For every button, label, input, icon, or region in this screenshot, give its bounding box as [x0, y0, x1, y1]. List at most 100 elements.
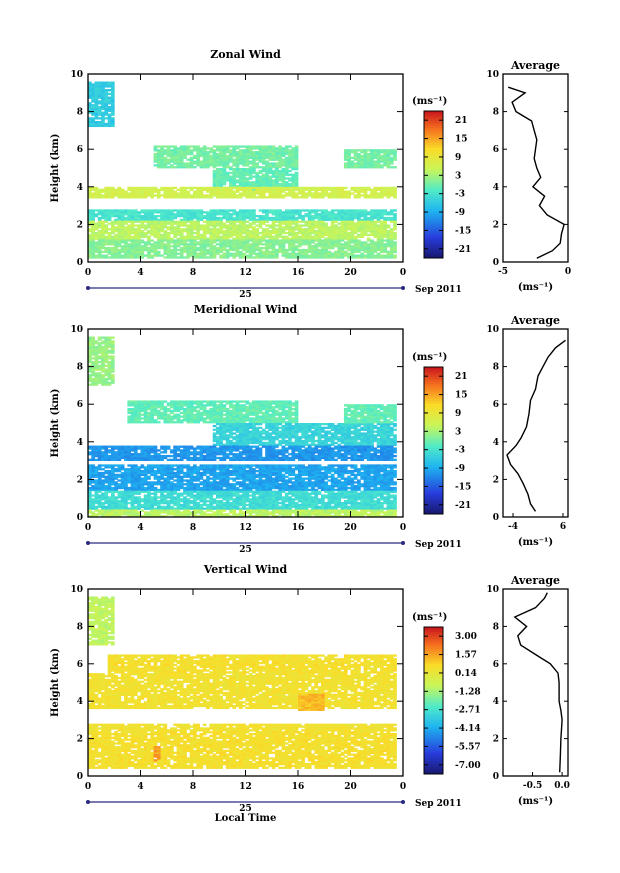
heatmap-cell	[281, 235, 286, 238]
heatmap-cell	[245, 228, 250, 231]
heatmap-cell	[252, 215, 256, 218]
heatmap-cell	[199, 215, 204, 218]
heatmap-cell	[370, 194, 374, 197]
heatmap-cell	[275, 213, 279, 216]
heatmap-cell	[170, 209, 174, 212]
heatmap-cell	[137, 230, 141, 233]
heatmap-cell	[380, 213, 384, 216]
average-title: Average	[510, 59, 560, 72]
heatmap-cell	[383, 192, 387, 195]
heatmap-cell	[120, 218, 125, 222]
heatmap-cell	[94, 104, 99, 107]
heatmap-cell	[229, 252, 233, 255]
heatmap-cell	[212, 171, 217, 175]
heatmap-cell	[163, 149, 168, 152]
heatmap-cell	[334, 424, 338, 428]
heatmap-cell	[288, 166, 292, 169]
heatmap-cell	[298, 248, 302, 252]
heatmap-cell	[166, 220, 171, 223]
heatmap-cell	[238, 168, 243, 171]
heatmap-cell	[320, 186, 325, 190]
heatmap-cell	[196, 233, 200, 237]
heatmap-cell	[91, 186, 95, 190]
heatmap-cell	[314, 243, 319, 246]
heatmap-cell	[281, 194, 286, 197]
heatmap-cell	[150, 228, 155, 231]
heatmap-cell	[327, 186, 332, 190]
heatmap-cell	[261, 228, 266, 231]
heatmap-cell	[268, 156, 273, 159]
heatmap-cell	[353, 216, 358, 220]
heatmap-cell	[91, 105, 95, 109]
heatmap-cell	[383, 194, 387, 197]
heatmap-cell	[160, 215, 164, 218]
heatmap-cell	[353, 194, 358, 197]
heatmap-cell	[347, 164, 351, 167]
heatmap-cell	[393, 254, 397, 257]
heatmap-cell	[153, 160, 158, 163]
heatmap-cell	[373, 166, 378, 169]
heatmap-cell	[366, 216, 371, 220]
heatmap-cell	[150, 216, 155, 220]
heatmap-cell	[291, 154, 296, 158]
heatmap-cell	[291, 177, 296, 180]
heatmap-cell	[242, 145, 246, 148]
colorbar-tick-label: -3	[455, 190, 465, 200]
heatmap-cell	[347, 192, 351, 195]
heatmap-cell	[252, 222, 256, 225]
heatmap-cell	[245, 196, 250, 199]
heatmap-cell	[193, 228, 197, 231]
heatmap-cell	[350, 188, 355, 191]
heatmap-cell	[186, 166, 191, 169]
heatmap-cell	[330, 213, 335, 216]
heatmap-cell	[268, 218, 273, 222]
heatmap-cell	[330, 239, 335, 242]
heatmap-cell	[219, 231, 223, 235]
heatmap-cell	[101, 115, 105, 118]
heatmap-cell	[330, 432, 335, 435]
y-axis-label: Height (km)	[50, 134, 61, 203]
heatmap-cell	[363, 216, 368, 220]
heatmap-cell	[232, 216, 237, 220]
heatmap-cell	[189, 164, 194, 167]
heatmap-cell	[183, 239, 187, 242]
heatmap-cell	[104, 254, 109, 257]
heatmap-cell	[261, 177, 266, 180]
heatmap-cell	[143, 220, 148, 223]
heatmap-cell	[130, 228, 135, 231]
heatmap-cell	[183, 400, 187, 403]
heatmap-cell	[101, 233, 105, 237]
heatmap-cell	[147, 186, 151, 190]
heatmap-cell	[271, 209, 276, 212]
heatmap-cell	[196, 218, 200, 222]
heatmap-cell	[179, 222, 184, 225]
heatmap-cell	[389, 149, 394, 152]
heatmap-cell	[370, 162, 374, 165]
heatmap-cell	[291, 407, 296, 411]
heatmap-cell	[235, 224, 240, 227]
heatmap-cell	[238, 179, 243, 182]
heatmap-cell	[212, 154, 217, 158]
heatmap-cell	[393, 209, 397, 212]
heatmap-cell	[373, 209, 378, 212]
heatmap-cell	[324, 192, 328, 195]
heatmap-cell	[170, 239, 174, 242]
heatmap-cell	[104, 90, 109, 94]
heatmap-cell	[163, 190, 168, 193]
heatmap-cell	[242, 213, 246, 216]
heatmap-cell	[238, 186, 243, 190]
heatmap-cell	[222, 154, 227, 158]
heatmap-cell	[166, 239, 171, 242]
heatmap-cell	[173, 190, 177, 193]
heatmap-cell	[104, 81, 109, 84]
heatmap-cell	[130, 222, 135, 225]
heatmap-cell	[219, 160, 223, 163]
heatmap-cell	[225, 171, 230, 175]
heatmap-cell	[137, 215, 141, 218]
heatmap-cell	[327, 423, 332, 426]
heatmap-cell	[88, 211, 92, 214]
heatmap-cell	[91, 94, 95, 97]
heatmap-cell	[173, 216, 177, 220]
heatmap-cell	[150, 192, 155, 195]
heatmap-cell	[288, 211, 292, 214]
